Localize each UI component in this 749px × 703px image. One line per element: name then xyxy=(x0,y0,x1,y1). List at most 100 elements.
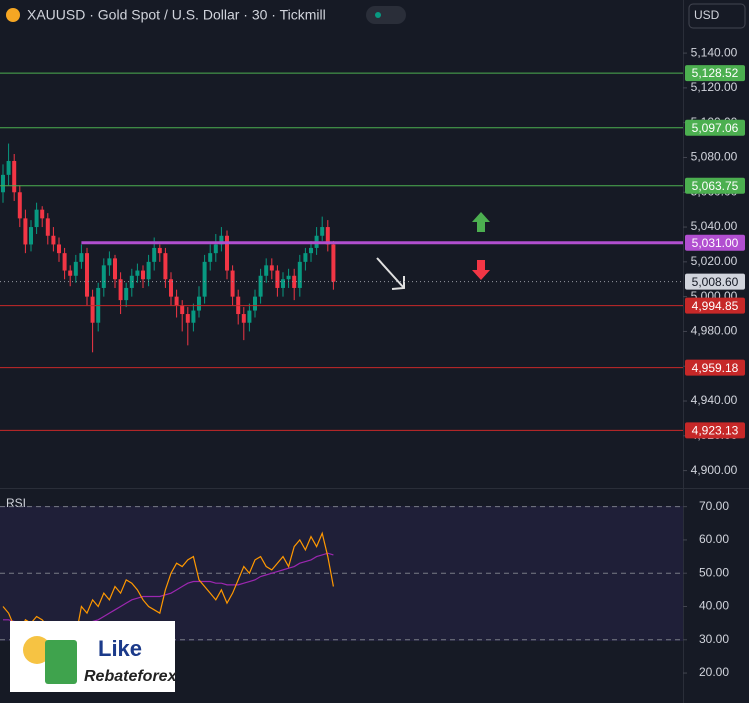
candle-body xyxy=(141,270,145,280)
y-tick-label: 5,080.00 xyxy=(691,150,738,164)
y-tick-label: 70.00 xyxy=(699,499,729,513)
candle-body xyxy=(286,275,291,280)
y-tick-label: 20.00 xyxy=(699,665,729,679)
y-tick-label: 4,980.00 xyxy=(691,324,738,338)
up-arrow xyxy=(472,212,490,232)
status-pill[interactable] xyxy=(366,6,406,24)
candle-body xyxy=(1,174,5,193)
candle-body xyxy=(45,218,50,236)
candle-body xyxy=(180,305,185,315)
candle-body xyxy=(230,270,235,297)
y-tick-label: 4,940.00 xyxy=(691,393,738,407)
level-tag xyxy=(685,234,745,251)
candle-body xyxy=(225,235,229,271)
last-price-label: 5,008.60 xyxy=(692,275,739,289)
candle-body xyxy=(174,296,179,306)
down-arrow xyxy=(472,260,490,280)
candle-body xyxy=(124,287,129,301)
candle-body xyxy=(208,253,213,262)
candle-body xyxy=(118,279,123,301)
level-tag-label: 5,063.75 xyxy=(692,179,739,193)
candle-body xyxy=(241,314,246,323)
y-tick-label: 40.00 xyxy=(699,599,729,613)
candle-body xyxy=(247,310,252,323)
y-tick-label: 4,900.00 xyxy=(691,463,738,477)
y-tick-label: 5,140.00 xyxy=(691,45,738,59)
level-tag-label: 4,923.13 xyxy=(692,424,739,438)
level-tag-label: 5,031.00 xyxy=(692,236,739,250)
level-tag xyxy=(685,119,745,136)
candle-body xyxy=(258,275,263,297)
level-tag xyxy=(685,297,745,314)
last-price-tag xyxy=(685,273,745,290)
candle-body xyxy=(157,247,162,254)
level-tag xyxy=(685,422,745,439)
watermark-like: Like xyxy=(98,636,142,661)
currency-button[interactable] xyxy=(688,3,746,29)
watermark-emoji xyxy=(23,636,51,664)
candle-body xyxy=(146,261,151,280)
candle-body xyxy=(309,247,313,254)
candle-body xyxy=(197,296,201,311)
level-tag xyxy=(685,177,745,194)
watermark-bill xyxy=(45,640,77,684)
candle-body xyxy=(107,258,112,266)
level-tag xyxy=(685,65,745,82)
candle-body xyxy=(34,209,39,228)
candle-body xyxy=(331,244,336,282)
candle-body xyxy=(264,265,269,276)
status-dot xyxy=(375,12,381,18)
candle-body xyxy=(17,192,22,219)
candle-body xyxy=(29,227,33,245)
candle-body xyxy=(275,270,280,288)
candle-body xyxy=(57,244,61,254)
y-tick-label: 5,120.00 xyxy=(691,80,738,94)
candle-body xyxy=(297,261,302,288)
level-tag-label: 5,097.06 xyxy=(692,121,739,135)
candle-body xyxy=(6,160,11,175)
symbol-icon xyxy=(6,8,20,22)
y-tick-label: 5,020.00 xyxy=(691,254,738,268)
candle-body xyxy=(73,261,78,276)
candle-body xyxy=(219,235,224,245)
symbol-title: XAUUSD · Gold Spot / U.S. Dollar · 30 · … xyxy=(27,7,326,23)
y-tick-label: 30.00 xyxy=(699,632,729,646)
candle-body xyxy=(68,270,73,276)
level-tag xyxy=(685,359,745,376)
y-tick-label: 5,040.00 xyxy=(691,219,738,233)
candle-body xyxy=(320,227,325,236)
watermark-brand: Rebateforex xyxy=(84,668,178,685)
candle-body xyxy=(40,209,45,219)
candle-body xyxy=(12,160,17,193)
candle-body xyxy=(79,253,84,262)
candle-body xyxy=(213,244,218,254)
level-tag-label: 5,128.52 xyxy=(692,66,739,80)
candle-body xyxy=(90,296,95,323)
candle-body xyxy=(135,270,140,276)
candle-body xyxy=(62,253,67,271)
rsi-title: RSI xyxy=(6,496,26,510)
candle-body xyxy=(202,261,207,297)
candle-body xyxy=(281,279,285,288)
candle-body xyxy=(253,296,257,311)
currency-label[interactable]: USD xyxy=(694,8,720,22)
candle-body xyxy=(163,253,168,280)
candle-body xyxy=(185,314,190,323)
candle-body xyxy=(23,218,28,245)
candle-body xyxy=(129,275,134,288)
candle-body xyxy=(51,235,56,245)
candle-body xyxy=(152,247,157,262)
candle-body xyxy=(325,227,330,245)
level-tag-label: 4,959.18 xyxy=(692,361,739,375)
candle-body xyxy=(191,310,196,323)
y-tick-label: 50.00 xyxy=(699,565,729,579)
candle-body xyxy=(169,279,173,297)
level-tag-label: 4,994.85 xyxy=(692,299,739,313)
candle-body xyxy=(101,265,106,288)
y-tick-label: 60.00 xyxy=(699,532,729,546)
candle-body xyxy=(292,275,297,288)
candle-body xyxy=(303,253,308,262)
trend-arrow xyxy=(376,257,405,290)
